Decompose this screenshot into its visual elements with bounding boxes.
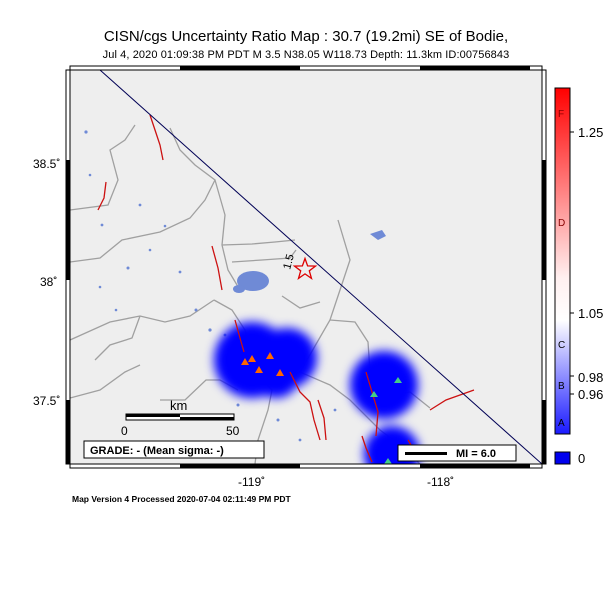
grade-box: GRADE: - (Mean sigma: -) [83,440,265,459]
station-marker [370,391,378,397]
scale-bar: km 0 50 [121,398,240,438]
fault-lines [97,114,475,463]
mi-legend: MI = 6.0 [397,444,517,462]
epicenter-star [292,256,318,280]
station-marker [276,369,284,376]
map-title: CISN/cgs Uncertainty Ratio Map : 30.7 (1… [103,28,509,45]
scale-label-50: 50 [226,424,240,438]
station-marker [241,358,249,365]
station-marker [394,377,402,383]
mono-lake [237,271,269,291]
lat-label: 38.5˚ [33,157,60,171]
scale-label-0: 0 [121,424,128,438]
colorbar: F D C B A 1.25 1.05 0.98 0.96 0 [554,87,603,466]
event-details: Jul 4, 2020 01:09:38 PM PDT M 3.5 N38.05… [102,49,510,61]
station-marker [384,458,392,464]
colorbar-tick-label: 0 [578,451,585,466]
station-marker [248,355,256,362]
mi-label: MI = 6.0 [456,448,496,460]
colorbar-zero-box [554,451,571,465]
grade-label: GRADE: - (Mean sigma: -) [90,445,224,457]
stations [241,352,402,464]
map-footer: Map Version 4 Processed 2020-07-04 02:11… [72,494,291,504]
grade-letter-d: D [558,218,565,229]
colorbar-tick-label: 1.05 [578,306,603,321]
lat-label: 38˚ [40,275,57,289]
lon-label: -118˚ [427,475,454,489]
processing-boundary [99,70,542,464]
grade-letter-b: B [558,381,565,392]
epicenter-label: 1.5 [281,253,297,271]
lon-label: -119˚ [238,475,265,489]
station-marker [266,352,274,359]
lat-label: 37.5˚ [33,394,60,408]
map-frame [65,65,547,469]
crowley-lake [370,230,386,240]
scale-title: km [170,398,187,413]
grade-letter-c: C [558,340,565,351]
colorbar-tick-label: 0.96 [578,387,603,402]
grade-letter-a: A [558,418,565,429]
station-marker [255,366,263,373]
colorbar-tick-label: 0.98 [578,370,603,385]
map-area [70,70,542,464]
grade-letter-f: F [558,109,564,120]
colorbar-tick-label: 1.25 [578,125,603,140]
